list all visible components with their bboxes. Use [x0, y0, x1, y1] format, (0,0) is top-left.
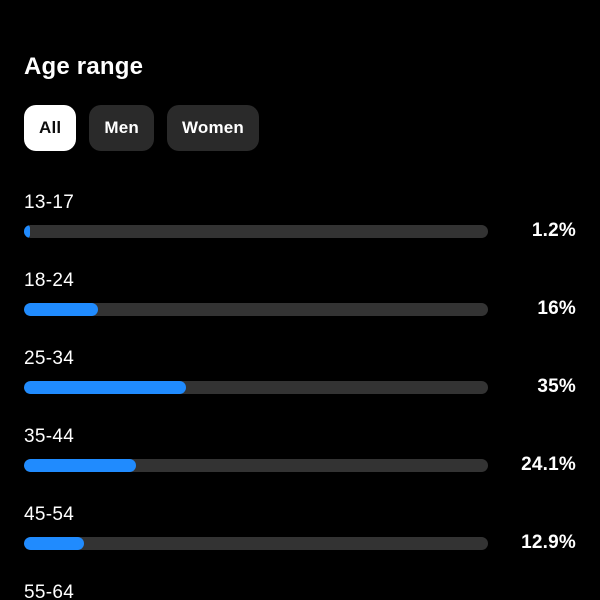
bar-line: 12.9% [24, 532, 576, 554]
bar-track [24, 224, 488, 238]
bar-track [24, 380, 488, 394]
age-bar-chart: 13-17 1.2% 18-24 16% 25-34 35% 35-44 [24, 191, 576, 600]
age-bar-row: 18-24 16% [24, 269, 576, 320]
bar-fill [24, 380, 187, 394]
tab-women[interactable]: Women [166, 105, 260, 151]
tab-men[interactable]: Men [89, 105, 154, 151]
page-title: Age range [24, 53, 144, 80]
age-range-label: 35-44 [24, 426, 75, 447]
age-range-label: 55-64 [24, 582, 75, 600]
bar-fill [24, 458, 136, 472]
percentage-label: 1.2% [531, 220, 576, 241]
percentage-label: 12.9% [521, 532, 576, 553]
bar-line: 1.2% [24, 220, 576, 242]
bar-line: 35% [24, 376, 576, 398]
age-range-label: 18-24 [24, 270, 75, 291]
percentage-label: 24.1% [521, 454, 576, 475]
bar-fill [24, 302, 99, 316]
bar-track [24, 302, 488, 316]
percentage-label: 16% [537, 298, 576, 319]
bar-fill [24, 224, 30, 238]
age-range-label: 45-54 [24, 504, 75, 525]
bar-track [24, 536, 488, 550]
age-bar-row: 45-54 12.9% [24, 503, 576, 554]
bar-line: 24.1% [24, 454, 576, 476]
age-bar-row: 55-64 6.9% [24, 581, 576, 600]
bar-track [24, 458, 488, 472]
bar-fill [24, 536, 84, 550]
bar-line: 16% [24, 298, 576, 320]
age-bar-row: 13-17 1.2% [24, 191, 576, 242]
percentage-label: 35% [537, 376, 576, 397]
age-range-label: 25-34 [24, 348, 75, 369]
age-bar-row: 25-34 35% [24, 347, 576, 398]
gender-filter-tabs: All Men Women [24, 105, 576, 151]
age-bar-row: 35-44 24.1% [24, 425, 576, 476]
tab-all[interactable]: All [24, 105, 77, 151]
age-range-label: 13-17 [24, 192, 75, 213]
